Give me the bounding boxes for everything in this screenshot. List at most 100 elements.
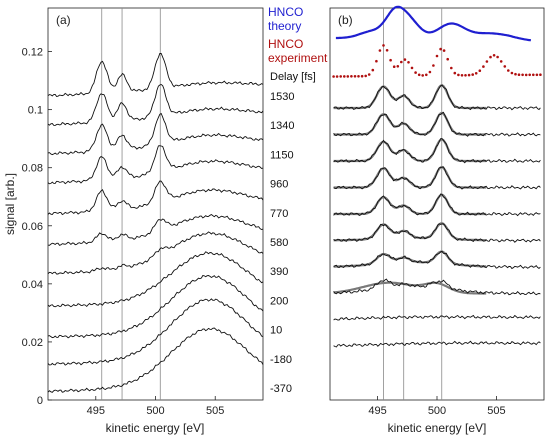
x-axis-label-b: kinetic energy [eV] — [388, 421, 487, 435]
delay-label-10: -370 — [270, 383, 292, 395]
trace-a-delay-1150 — [47, 112, 264, 156]
legend-theory-line2: theory — [268, 19, 301, 33]
y-tick-label-0: 0 — [37, 395, 43, 407]
trace-a-delay-960 — [47, 145, 264, 185]
experiment-point-48 — [503, 65, 507, 68]
experiment-point-13 — [378, 49, 382, 52]
delay-label-8: 10 — [270, 325, 282, 337]
experiment-point-54 — [524, 73, 528, 77]
y-tick-label-4: 0.08 — [22, 163, 43, 175]
trace-b-6 — [333, 250, 541, 270]
delay-label-4: 770 — [270, 208, 288, 220]
x-axis-label-a: kinetic energy [eV] — [106, 421, 205, 435]
panel-a: 0 0.02 0.04 0.06 0.08 0.1 0.12 495 500 505 (a) — [22, 7, 264, 417]
trace-b-7 — [333, 278, 541, 296]
fit-curve-7 — [333, 281, 487, 295]
experiment-point-26 — [425, 73, 428, 77]
y-tick-label-2: 0.04 — [22, 279, 43, 291]
trace-b-1 — [333, 111, 541, 137]
experiment-point-15 — [385, 49, 389, 52]
y-tick-label-1: 0.02 — [22, 337, 43, 349]
experiment-point-32 — [446, 57, 450, 61]
experiment-point-17 — [392, 65, 396, 68]
panel-b-frame — [329, 7, 545, 401]
experiment-point-31 — [442, 49, 446, 52]
experiment-point-39 — [471, 73, 475, 76]
delay-label-0: 1530 — [270, 91, 294, 103]
experiment-point-44 — [489, 55, 492, 59]
x-tick-label-a-2: 505 — [206, 405, 224, 417]
experiment-point-58 — [539, 73, 542, 76]
x-tick-label-b-2: 505 — [487, 405, 505, 417]
experiment-point-35 — [457, 73, 460, 77]
delay-header: Delay [fs] — [270, 71, 316, 83]
experiment-point-34 — [453, 71, 457, 75]
delay-label-2: 1150 — [270, 149, 294, 161]
experiment-point-14 — [382, 44, 385, 47]
trace-b-3 — [333, 166, 541, 190]
experiment-point-2 — [339, 75, 343, 78]
panel-b-reference-lines — [383, 8, 443, 400]
legend-exp-line2: experiment — [268, 51, 328, 65]
y-axis-label: signal [arb.] — [3, 173, 17, 235]
experiment-point-27 — [428, 70, 432, 74]
experiment-point-25 — [421, 74, 425, 77]
experiment-point-49 — [507, 69, 510, 72]
x-tick-label-a-1: 500 — [146, 405, 164, 417]
experiment-point-9 — [364, 74, 368, 78]
trace-b-4 — [333, 193, 541, 217]
panel-b-label: (b) — [338, 13, 353, 27]
delay-label-1: 1340 — [270, 120, 294, 132]
trace-b-9 — [333, 340, 541, 348]
experiment-point-47 — [499, 60, 503, 63]
theory-curve — [335, 5, 532, 42]
panel-a-ticks: 0 0.02 0.04 0.06 0.08 0.1 0.12 495 500 505 — [22, 47, 225, 417]
experiment-point-28 — [432, 64, 435, 67]
delay-label-9: -180 — [270, 354, 292, 366]
experiment-points — [332, 44, 542, 78]
panel-b-traces — [332, 5, 542, 348]
panel-a-frame — [47, 7, 264, 401]
experiment-point-11 — [371, 68, 375, 72]
experiment-point-43 — [485, 60, 489, 63]
experiment-point-20 — [403, 58, 407, 61]
legend-theory-line1: HNCO — [268, 5, 303, 19]
experiment-point-0 — [332, 75, 335, 78]
y-tick-label-5: 0.1 — [28, 105, 43, 117]
delay-label-7: 200 — [270, 295, 288, 307]
experiment-point-55 — [528, 73, 531, 77]
trace-b-5 — [333, 223, 541, 243]
experiment-point-7 — [357, 75, 360, 78]
trace-a-delay-1340 — [47, 83, 264, 126]
experiment-point-16 — [389, 58, 392, 62]
experiment-point-24 — [417, 73, 421, 77]
experiment-point-23 — [414, 71, 417, 74]
panel-a-traces — [47, 53, 264, 393]
experiment-point-37 — [464, 74, 467, 77]
legend: HNCO theory HNCO experiment — [268, 5, 328, 65]
experiment-point-38 — [467, 73, 471, 77]
panel-b: 495 500 505 (b) — [329, 5, 545, 417]
delay-labels: Delay [fs] 1530 1340 1150 960 770 580 390 200 10… — [270, 71, 316, 395]
delay-label-3: 960 — [270, 179, 288, 191]
experiment-point-33 — [450, 66, 453, 70]
experiment-point-21 — [407, 61, 410, 64]
experiment-point-18 — [396, 65, 400, 68]
x-tick-label-b-1: 500 — [428, 405, 446, 417]
experiment-point-51 — [514, 72, 517, 76]
trace-a-delay-580 — [47, 213, 264, 246]
delay-label-6: 390 — [270, 266, 288, 278]
y-tick-label-3: 0.06 — [22, 221, 43, 233]
experiment-point-46 — [496, 55, 499, 59]
delay-label-5: 580 — [270, 237, 288, 249]
legend-exp-line1: HNCO — [268, 37, 303, 51]
experiment-point-30 — [439, 47, 442, 51]
experiment-point-12 — [375, 59, 378, 63]
trace-a-delay-770 — [47, 180, 264, 216]
experiment-point-6 — [353, 75, 357, 78]
fit-curve-1 — [333, 111, 487, 136]
experiment-point-45 — [492, 54, 496, 57]
experiment-point-36 — [460, 74, 464, 77]
trace-b-0 — [333, 84, 541, 111]
